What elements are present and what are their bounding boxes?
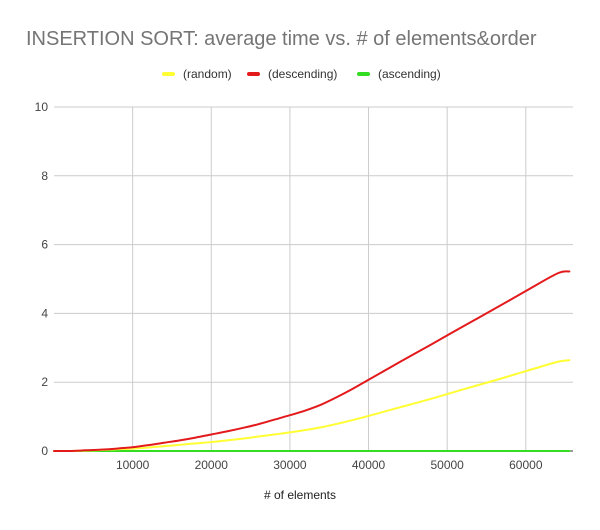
legend-item-ascending[interactable]: (ascending): [357, 66, 441, 82]
y-tick-label: 6: [41, 238, 48, 252]
legend-item-descending[interactable]: (descending): [247, 66, 337, 82]
y-tick-label: 4: [41, 306, 48, 320]
legend-swatch-descending: [247, 72, 260, 76]
chart-title: INSERTION SORT: average time vs. # of el…: [26, 28, 537, 50]
series-line-random: [53, 359, 571, 453]
y-tick-label: 0: [41, 444, 48, 458]
x-tick-label: 20000: [195, 458, 229, 472]
x-axis-title: # of elements: [263, 488, 337, 502]
y-tick-label: 10: [35, 100, 49, 114]
x-tick-label: 50000: [430, 458, 464, 472]
x-tick-label: 60000: [509, 458, 543, 472]
legend-swatch-random: [162, 72, 175, 76]
legend-label-descending: (descending): [268, 67, 338, 81]
legend-label-random: (random): [183, 67, 232, 81]
y-tick-label: 8: [41, 169, 48, 183]
x-tick-label: 30000: [273, 458, 307, 472]
legend-item-random[interactable]: (random): [162, 66, 232, 82]
x-tick-label: 40000: [352, 458, 386, 472]
legend-label-ascending: (ascending): [378, 67, 441, 81]
series-line-descending: [53, 270, 571, 453]
y-tick-label: 2: [41, 375, 48, 389]
x-tick-label: 10000: [116, 458, 150, 472]
legend: (random) (descending) (ascending): [0, 66, 600, 82]
legend-swatch-ascending: [357, 72, 370, 76]
